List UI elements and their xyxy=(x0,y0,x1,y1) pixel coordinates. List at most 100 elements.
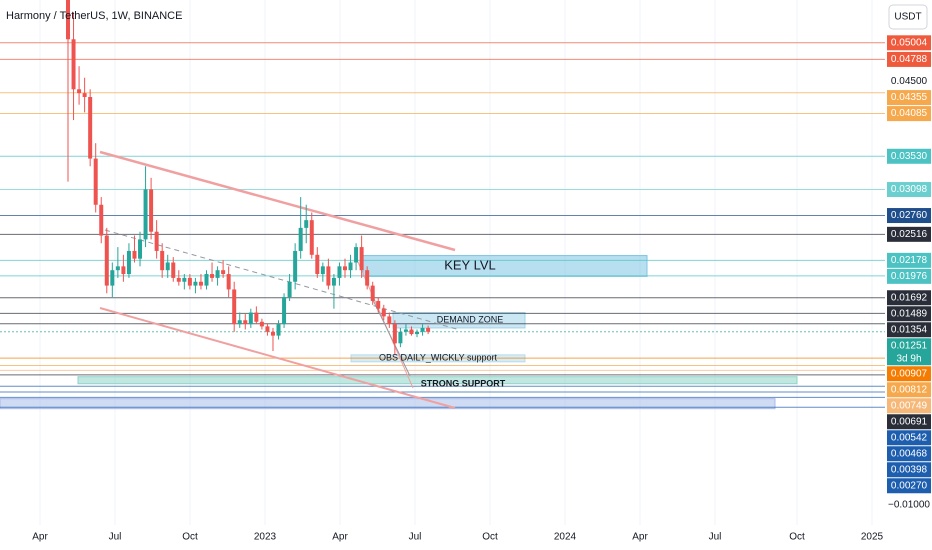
annotations: KEY LVL DEMAND ZONE OBS DAILY_WICKLY suppo… xyxy=(379,257,506,388)
candle-body xyxy=(232,289,237,325)
price-label-bg xyxy=(887,148,931,164)
price-label-bg xyxy=(887,268,931,284)
price-label: 0.02760 xyxy=(891,210,928,221)
zone xyxy=(0,398,776,410)
price-label: 0.00542 xyxy=(891,432,928,443)
candle-body xyxy=(71,39,76,90)
candle-body xyxy=(254,312,259,322)
zone xyxy=(362,255,648,277)
price-label-bg xyxy=(887,51,931,67)
price-label-bg xyxy=(887,182,931,198)
candle-body xyxy=(93,158,98,205)
candle-body xyxy=(320,266,325,275)
candle-body xyxy=(187,277,192,286)
price-label-bg xyxy=(887,106,931,122)
x-tick-label: Jul xyxy=(409,532,422,543)
price-label: 0.04788 xyxy=(891,54,928,65)
x-tick-label: Apr xyxy=(632,532,648,543)
candle-body xyxy=(415,331,420,335)
countdown: 3d 9h xyxy=(896,353,921,364)
candle-body xyxy=(221,270,226,275)
price-label: 0.00812 xyxy=(891,384,928,395)
zone-label: KEY LVL xyxy=(444,257,496,272)
price-label: 0.01489 xyxy=(891,308,928,319)
candle-body xyxy=(110,270,115,286)
candle-body xyxy=(143,189,148,240)
candle-body xyxy=(210,274,215,278)
candle-body xyxy=(370,285,375,301)
x-tick-label: Oct xyxy=(182,532,198,543)
zone-label: OBS DAILY_WICKLY support xyxy=(379,353,498,363)
price-label: −0.01000 xyxy=(888,500,930,511)
zone-label: DEMAND ZONE xyxy=(437,315,504,325)
price-label: 0.04355 xyxy=(891,92,928,103)
candle-body xyxy=(171,262,176,278)
candle-body xyxy=(215,270,220,278)
candle-body xyxy=(276,324,281,336)
x-tick-label: Jul xyxy=(109,532,122,543)
candle-body xyxy=(426,327,431,332)
candle-body xyxy=(298,227,303,251)
candle-body xyxy=(265,326,270,332)
channel-mid xyxy=(104,229,461,331)
candle-body xyxy=(149,189,154,232)
chart-title: Harmony / TetherUS, 1W, BINANCE xyxy=(6,10,182,22)
price-label-bg xyxy=(887,208,931,224)
zone-label: STRONG SUPPORT xyxy=(421,379,506,389)
candle-body xyxy=(154,231,159,251)
currency: USDT xyxy=(894,12,921,23)
price-label-bg xyxy=(887,338,931,366)
price-label-bg xyxy=(887,478,931,494)
x-tick-label: Apr xyxy=(32,532,48,543)
x-tick-label: 2023 xyxy=(254,532,277,543)
candle-body xyxy=(160,250,165,271)
price-label-bg xyxy=(887,290,931,306)
price-label: 0.01976 xyxy=(891,271,928,282)
candle-body xyxy=(359,247,364,271)
candle-body xyxy=(99,204,104,236)
candle-body xyxy=(343,266,347,271)
candle-body xyxy=(77,89,82,94)
price-label: 0.01692 xyxy=(891,292,928,303)
price-label: 0.04085 xyxy=(891,108,928,119)
price-label: 0.03098 xyxy=(891,184,928,195)
candle-body xyxy=(304,220,309,228)
price-label-bg xyxy=(887,398,931,414)
x-tick-label: Oct xyxy=(789,532,805,543)
price-label: 0.01251 xyxy=(891,340,928,351)
candle-body xyxy=(259,321,264,327)
price-label: 0.00749 xyxy=(891,400,928,411)
x-tick-label: Apr xyxy=(332,532,348,543)
candle-body xyxy=(104,235,109,286)
price-label-bg xyxy=(887,414,931,430)
currency-box[interactable] xyxy=(888,4,928,30)
candle-body xyxy=(381,308,386,317)
x-tick-label: Oct xyxy=(482,532,498,543)
trendlines xyxy=(99,150,461,409)
candle-body xyxy=(126,250,131,275)
candle-body xyxy=(193,281,198,286)
x-tick-label: 2025 xyxy=(861,532,884,543)
candle-body xyxy=(182,277,187,282)
candle-body xyxy=(354,247,359,263)
price-label: 0.05004 xyxy=(891,37,928,48)
candle-body xyxy=(282,297,287,325)
level-lines xyxy=(0,42,885,408)
candle-body xyxy=(387,316,392,325)
candle-body xyxy=(88,96,93,159)
candle-body xyxy=(409,329,414,335)
channel-bottom xyxy=(99,307,456,409)
price-label: 0.00398 xyxy=(891,464,928,475)
candle-body xyxy=(248,312,253,325)
price-label: 0.03530 xyxy=(891,151,928,162)
candle-body xyxy=(315,254,320,275)
price-label-bg xyxy=(887,382,931,398)
candle-body xyxy=(121,266,126,275)
candle-body xyxy=(376,300,381,309)
candle-body xyxy=(82,93,87,97)
candle-body xyxy=(176,277,181,282)
price-label: 0.04500 xyxy=(891,76,928,87)
candle-body xyxy=(226,274,231,290)
price-label: 0.01354 xyxy=(891,324,928,335)
candle-body xyxy=(293,250,298,282)
